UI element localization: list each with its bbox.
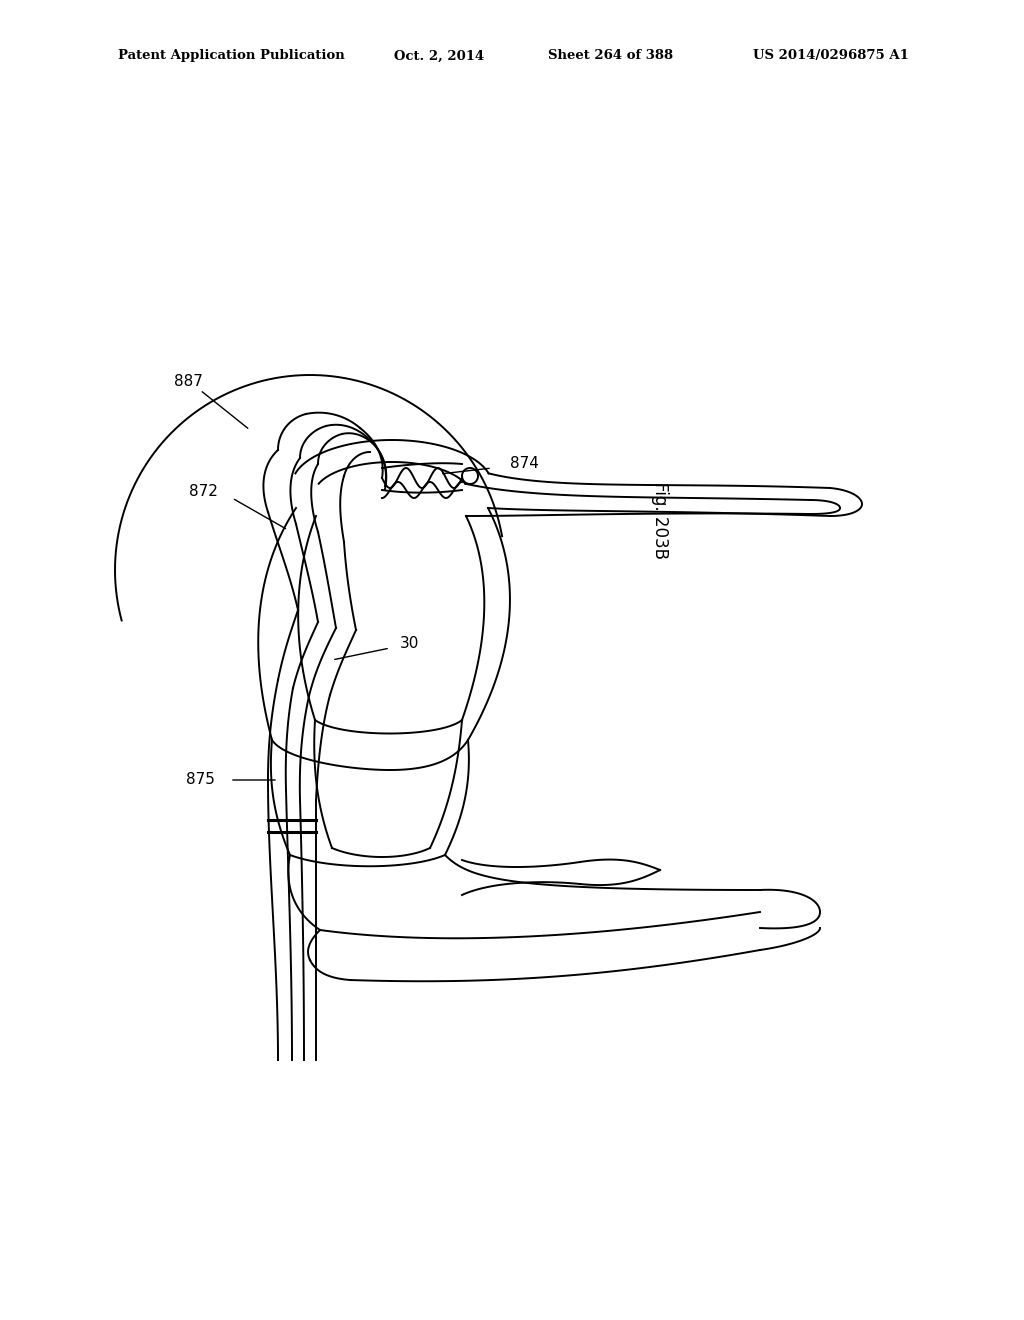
Text: 875: 875 <box>186 772 215 788</box>
Text: US 2014/0296875 A1: US 2014/0296875 A1 <box>753 49 908 62</box>
Text: 887: 887 <box>173 375 203 389</box>
Text: 874: 874 <box>510 457 539 471</box>
Text: 30: 30 <box>400 636 420 652</box>
Text: Patent Application Publication: Patent Application Publication <box>118 49 344 62</box>
Text: Oct. 2, 2014: Oct. 2, 2014 <box>394 49 484 62</box>
Text: Sheet 264 of 388: Sheet 264 of 388 <box>548 49 673 62</box>
Text: Fig. 203B: Fig. 203B <box>651 482 669 558</box>
Text: 872: 872 <box>189 484 218 499</box>
